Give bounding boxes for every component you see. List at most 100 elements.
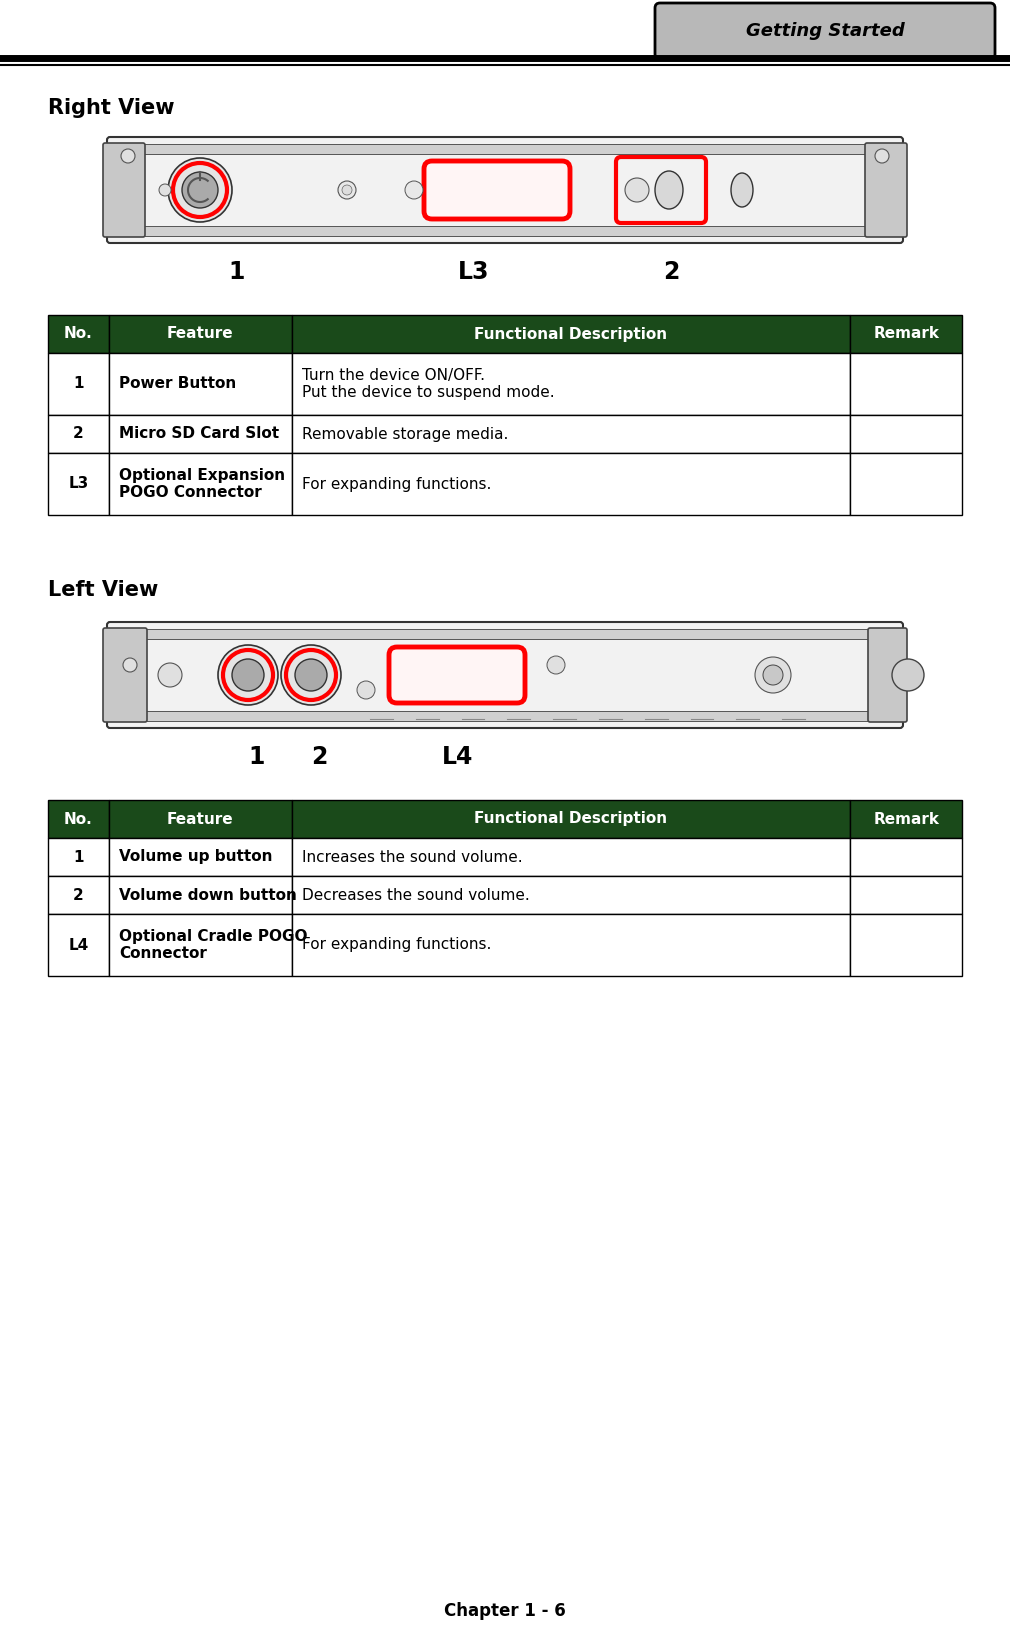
Text: Power Button: Power Button <box>119 376 236 391</box>
Text: Remark: Remark <box>873 327 939 342</box>
Text: Chapter 1 - 6: Chapter 1 - 6 <box>444 1601 566 1620</box>
Bar <box>850 915 962 976</box>
Circle shape <box>182 172 218 208</box>
Text: No.: No. <box>64 327 93 342</box>
FancyBboxPatch shape <box>107 137 903 243</box>
Circle shape <box>547 655 565 674</box>
Text: For expanding functions.: For expanding functions. <box>302 938 491 953</box>
Bar <box>125 712 885 721</box>
Text: 2: 2 <box>73 888 84 903</box>
Text: 1: 1 <box>73 850 84 865</box>
Circle shape <box>357 680 375 698</box>
Bar <box>109 353 292 414</box>
Bar <box>109 452 292 515</box>
Text: Functional Description: Functional Description <box>475 812 668 827</box>
Text: 2: 2 <box>73 426 84 441</box>
Bar <box>292 315 850 353</box>
Bar <box>48 452 109 515</box>
Bar <box>48 915 109 976</box>
Text: No.: No. <box>64 812 93 827</box>
FancyBboxPatch shape <box>107 622 903 728</box>
Bar <box>292 452 850 515</box>
Text: Feature: Feature <box>167 812 233 827</box>
Bar <box>48 877 109 915</box>
Text: 1: 1 <box>73 376 84 391</box>
FancyBboxPatch shape <box>424 162 570 220</box>
Circle shape <box>159 183 171 196</box>
Bar <box>125 226 885 236</box>
Circle shape <box>281 646 341 705</box>
Circle shape <box>625 178 649 201</box>
Circle shape <box>763 665 783 685</box>
Text: L3: L3 <box>458 259 489 284</box>
Circle shape <box>158 664 182 687</box>
Circle shape <box>121 149 135 163</box>
Circle shape <box>755 657 791 693</box>
Text: 1: 1 <box>248 745 265 769</box>
Text: Volume down button: Volume down button <box>119 888 297 903</box>
Text: L4: L4 <box>442 745 474 769</box>
Ellipse shape <box>338 182 356 200</box>
Text: Functional Description: Functional Description <box>475 327 668 342</box>
Text: Optional Expansion
POGO Connector: Optional Expansion POGO Connector <box>119 467 285 500</box>
Text: Remark: Remark <box>873 812 939 827</box>
Text: Volume up button: Volume up button <box>119 850 273 865</box>
Bar <box>292 353 850 414</box>
Text: 1: 1 <box>228 259 244 284</box>
Bar <box>850 452 962 515</box>
Bar <box>850 801 962 839</box>
Bar <box>292 877 850 915</box>
FancyBboxPatch shape <box>868 627 907 721</box>
Bar <box>292 839 850 877</box>
Circle shape <box>295 659 327 692</box>
Bar <box>48 839 109 877</box>
Circle shape <box>218 646 278 705</box>
Bar <box>109 877 292 915</box>
Text: L3: L3 <box>69 477 89 492</box>
Text: Feature: Feature <box>167 327 233 342</box>
FancyBboxPatch shape <box>389 647 525 703</box>
Text: 2: 2 <box>311 745 327 769</box>
FancyBboxPatch shape <box>103 144 145 238</box>
Bar <box>109 801 292 839</box>
Circle shape <box>892 659 924 692</box>
Text: 2: 2 <box>663 259 679 284</box>
Bar <box>109 315 292 353</box>
Bar <box>48 801 109 839</box>
Bar <box>850 353 962 414</box>
FancyBboxPatch shape <box>865 144 907 238</box>
Bar <box>48 414 109 452</box>
Ellipse shape <box>731 173 753 206</box>
Text: Turn the device ON/OFF.
Put the device to suspend mode.: Turn the device ON/OFF. Put the device t… <box>302 368 554 400</box>
Bar <box>292 801 850 839</box>
Text: For expanding functions.: For expanding functions. <box>302 477 491 492</box>
FancyBboxPatch shape <box>103 627 147 721</box>
FancyBboxPatch shape <box>655 3 995 59</box>
Circle shape <box>123 659 137 672</box>
Circle shape <box>342 185 352 195</box>
Bar <box>109 839 292 877</box>
Bar <box>109 915 292 976</box>
Bar <box>850 414 962 452</box>
Text: Removable storage media.: Removable storage media. <box>302 426 508 441</box>
Bar <box>850 877 962 915</box>
Bar <box>109 414 292 452</box>
Circle shape <box>405 182 423 200</box>
Bar <box>292 414 850 452</box>
Bar <box>125 629 885 639</box>
Text: Micro SD Card Slot: Micro SD Card Slot <box>119 426 279 441</box>
Text: Decreases the sound volume.: Decreases the sound volume. <box>302 888 529 903</box>
Circle shape <box>168 158 232 221</box>
Circle shape <box>232 659 264 692</box>
Bar <box>48 315 109 353</box>
Ellipse shape <box>655 172 683 210</box>
Text: L4: L4 <box>69 938 89 953</box>
Circle shape <box>875 149 889 163</box>
Text: Left View: Left View <box>48 580 159 599</box>
Bar <box>48 353 109 414</box>
Bar <box>850 315 962 353</box>
Bar <box>850 839 962 877</box>
Bar <box>292 915 850 976</box>
Text: Right View: Right View <box>48 97 175 117</box>
Bar <box>125 144 885 154</box>
